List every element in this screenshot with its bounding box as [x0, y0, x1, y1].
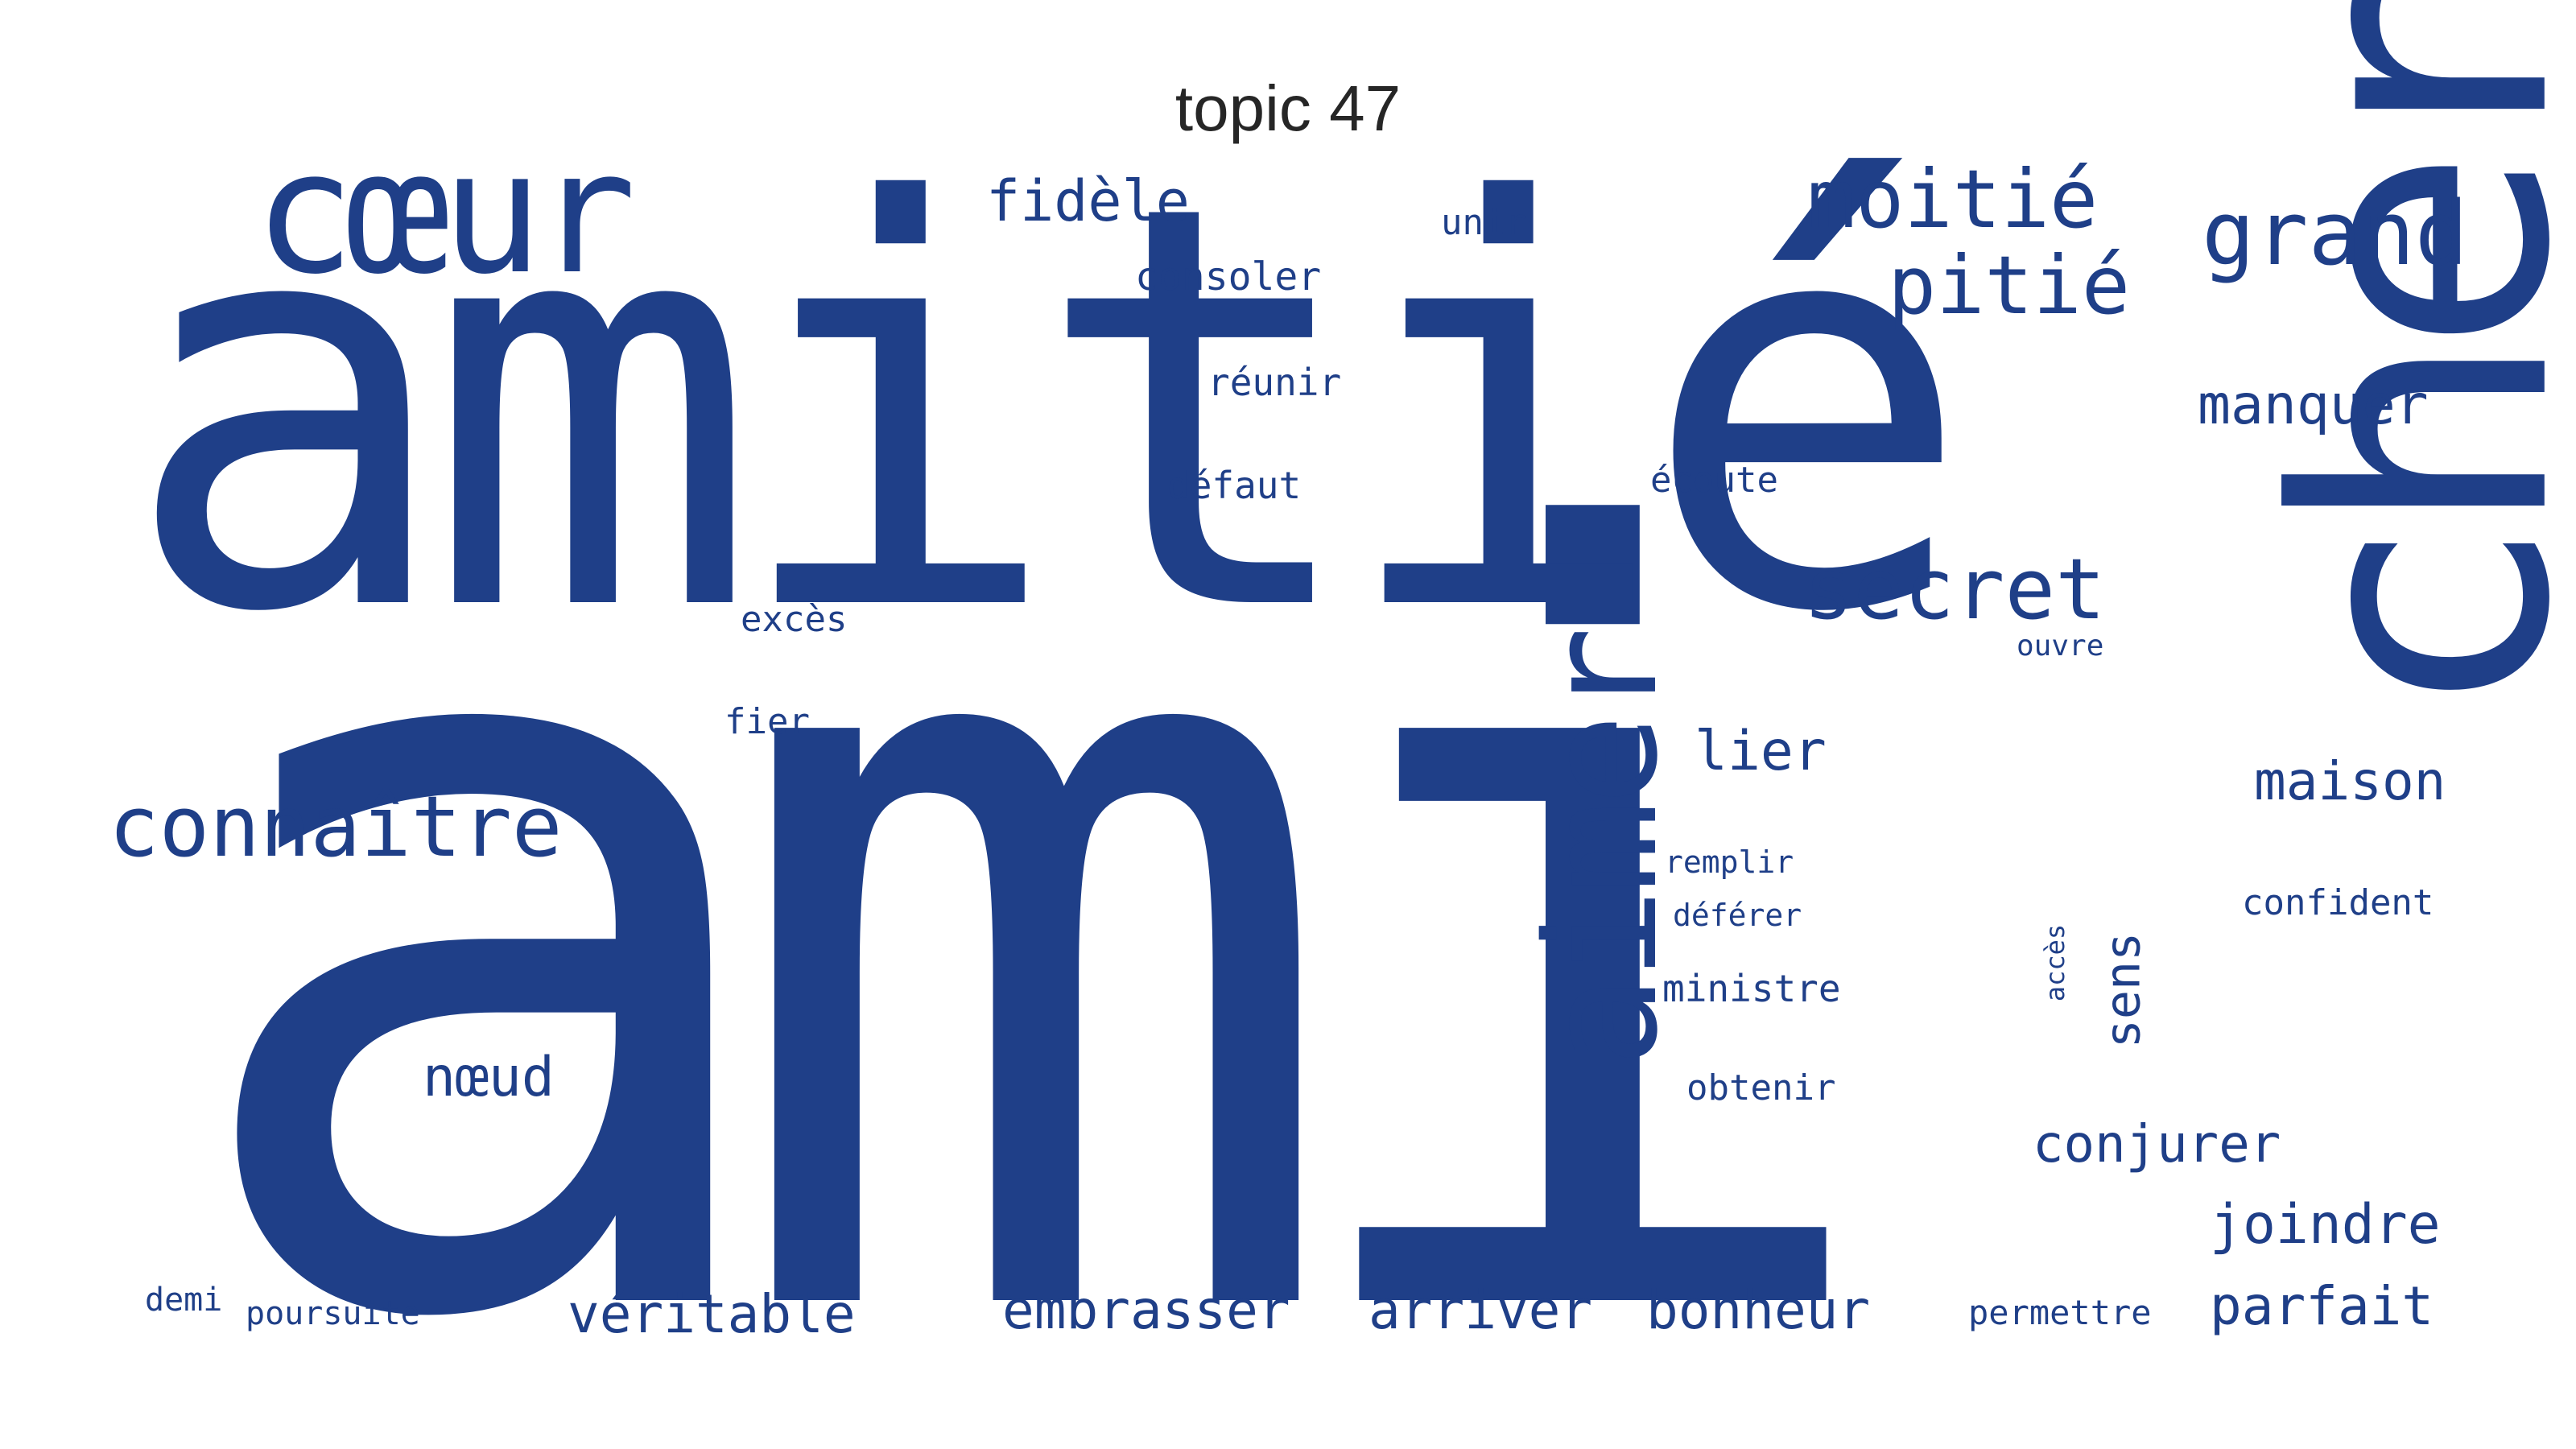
word-arriver: arriver: [1368, 1279, 1593, 1341]
word-obtenir: obtenir: [1686, 1067, 1836, 1108]
word-grand: grand: [2202, 182, 2469, 285]
word-consoler: consoler: [1135, 254, 1322, 299]
word-aimer: aimer: [1513, 631, 1691, 1067]
word-sens: sens: [2095, 931, 2152, 1049]
word-exces: excès: [741, 599, 848, 640]
word-cher: cher: [2223, 0, 2576, 723]
word-ecoute: écoute: [1650, 460, 1778, 501]
word-remplir: remplir: [1665, 844, 1794, 880]
word-ouvre: ouvre: [2017, 630, 2104, 663]
word-noeud: nœud: [423, 1046, 555, 1109]
word-connaitre: connaître: [109, 778, 563, 876]
word-lier: lier: [1695, 720, 1827, 783]
word-poursuite: poursuite: [246, 1295, 420, 1332]
word-reunir: réunir: [1208, 361, 1342, 404]
word-veritable: véritable: [568, 1283, 856, 1345]
word-ministre: ministre: [1662, 967, 1841, 1010]
word-parfait: parfait: [2210, 1275, 2434, 1337]
word-acces: accès: [2040, 923, 2071, 1002]
word-coeur: cœur: [254, 114, 637, 312]
word-unir: unir: [1441, 202, 1526, 243]
word-bonheur: bonheur: [1646, 1279, 1871, 1341]
word-embrasser: embrasser: [1002, 1279, 1290, 1341]
word-permettre: permettre: [1968, 1293, 2152, 1332]
word-manquer: manquer: [2198, 374, 2429, 437]
word-fier: fier: [724, 701, 810, 742]
word-joindre: joindre: [2210, 1193, 2441, 1257]
word-secret: secret: [1803, 540, 2106, 638]
chart-title: topic 47: [1174, 72, 1402, 144]
word-demi: demi: [145, 1282, 223, 1319]
word-moitie: moitié: [1807, 152, 2099, 246]
word-pitie: pitié: [1888, 238, 2131, 332]
word-maison: maison: [2254, 750, 2446, 812]
word-defaut: défaut: [1167, 464, 1302, 507]
word-amitie: amitié: [121, 87, 1974, 733]
word-confident: confident: [2242, 882, 2434, 923]
word-ami: ami: [169, 328, 1898, 1449]
word-fidele: fidèle: [986, 168, 1190, 234]
word-conjurer: conjurer: [2033, 1115, 2281, 1174]
word-deferer: déférer: [1673, 898, 1802, 933]
